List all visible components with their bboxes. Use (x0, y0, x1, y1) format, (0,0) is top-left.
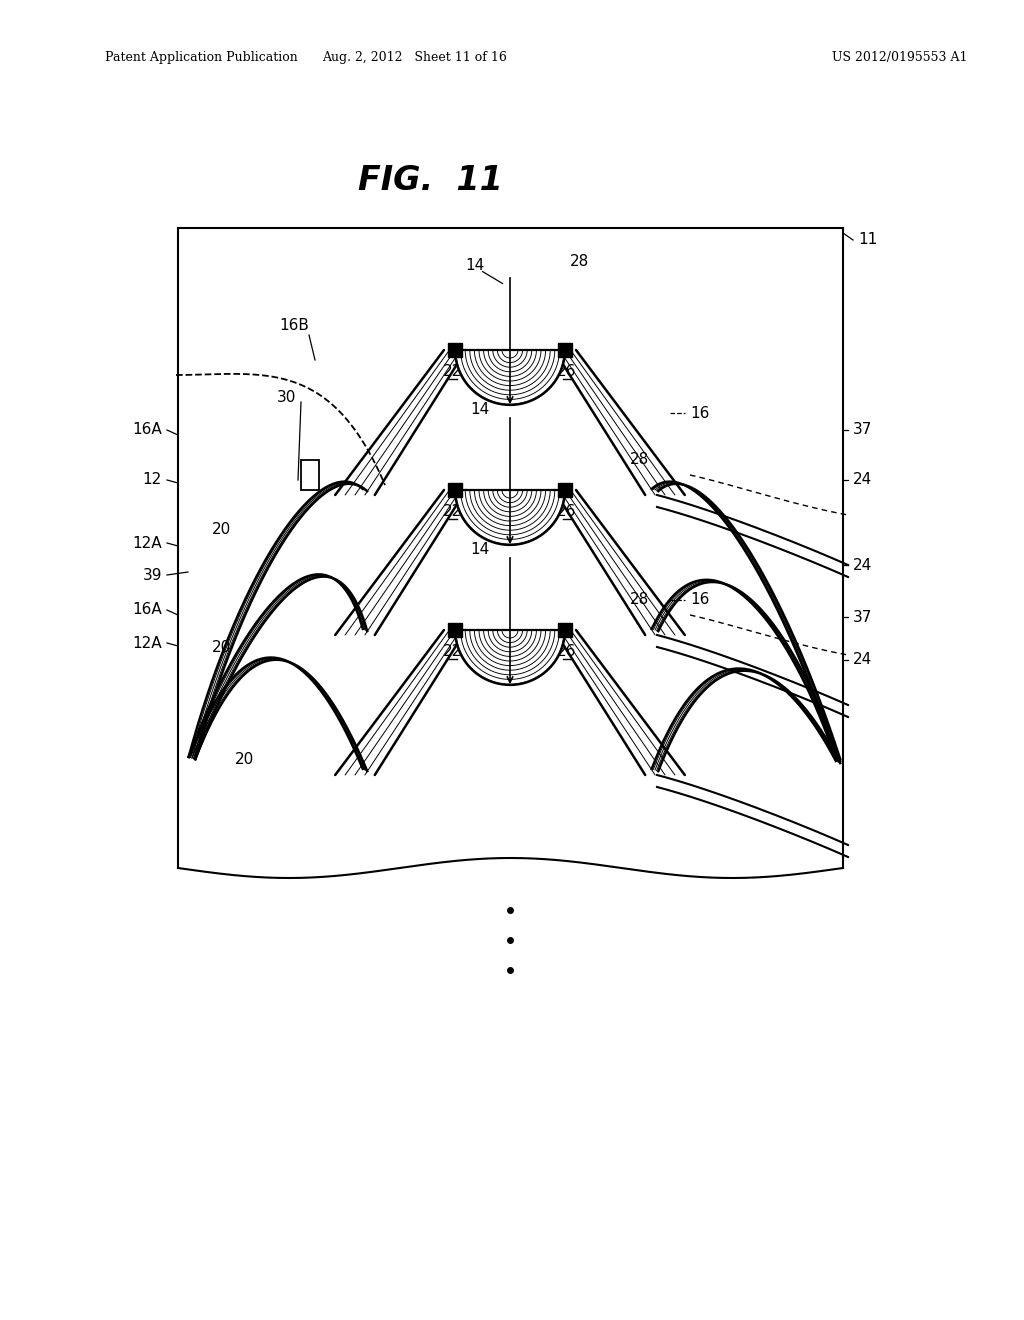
Polygon shape (455, 630, 565, 685)
Text: 26: 26 (557, 644, 577, 660)
Text: 16A: 16A (132, 422, 162, 437)
Text: 37: 37 (853, 422, 872, 437)
Text: 24: 24 (853, 473, 872, 487)
Text: 11: 11 (858, 232, 878, 248)
Text: 22: 22 (443, 364, 463, 380)
Polygon shape (455, 490, 565, 545)
Text: 20: 20 (212, 523, 231, 537)
Polygon shape (455, 350, 565, 405)
Text: 20: 20 (212, 640, 231, 656)
Text: 24: 24 (853, 557, 872, 573)
Text: 12: 12 (142, 473, 162, 487)
Text: 28: 28 (630, 453, 649, 467)
Text: 14: 14 (470, 403, 489, 417)
Bar (558, 343, 572, 356)
Text: 30: 30 (276, 389, 296, 404)
Bar (558, 623, 572, 638)
Text: 26: 26 (557, 504, 577, 520)
Bar (449, 343, 462, 356)
Text: 12A: 12A (132, 536, 162, 550)
Text: 16B: 16B (280, 318, 309, 333)
Bar (449, 483, 462, 498)
Text: 14: 14 (465, 257, 484, 272)
Text: 37: 37 (853, 610, 872, 624)
Text: 16A: 16A (132, 602, 162, 618)
Text: 22: 22 (443, 504, 463, 520)
Text: Patent Application Publication: Patent Application Publication (105, 51, 298, 65)
Bar (449, 623, 462, 638)
Text: 24: 24 (853, 652, 872, 668)
Bar (558, 483, 572, 498)
Text: 12A: 12A (132, 635, 162, 651)
Text: 16: 16 (690, 405, 710, 421)
Text: 26: 26 (557, 364, 577, 380)
Text: 22: 22 (443, 644, 463, 660)
Text: Aug. 2, 2012   Sheet 11 of 16: Aug. 2, 2012 Sheet 11 of 16 (323, 51, 508, 65)
Text: 14: 14 (470, 543, 489, 557)
Text: 16: 16 (690, 593, 710, 607)
Bar (301, 459, 319, 490)
Text: 28: 28 (630, 593, 649, 607)
Text: 20: 20 (234, 752, 254, 767)
Text: FIG.  11: FIG. 11 (357, 164, 503, 197)
Text: 28: 28 (570, 255, 589, 269)
Text: US 2012/0195553 A1: US 2012/0195553 A1 (833, 51, 968, 65)
Text: 39: 39 (142, 568, 162, 582)
